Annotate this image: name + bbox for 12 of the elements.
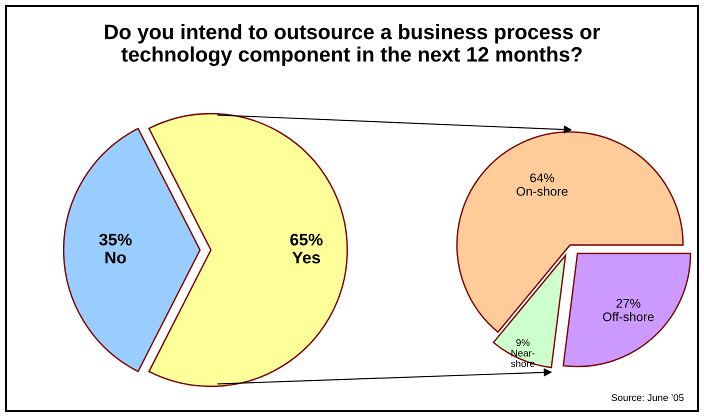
data-label: 35% — [99, 234, 132, 246]
data-label: 65% — [290, 234, 323, 246]
slice-label: Yes — [292, 252, 320, 264]
data-label: 64% — [530, 173, 554, 182]
slice-label: On-shore — [516, 186, 568, 196]
data-label: 9% — [516, 339, 530, 346]
slice-label: Off-shore — [602, 312, 654, 322]
data-label: 27% — [616, 298, 640, 308]
chart-title: Do you intend to outsource a business process or technology component in the next 12 months? — [105, 24, 600, 66]
slice-label: Near- shore — [510, 350, 535, 368]
slice-label: No — [105, 252, 126, 264]
source-note: Source: June ’05 — [611, 394, 684, 402]
